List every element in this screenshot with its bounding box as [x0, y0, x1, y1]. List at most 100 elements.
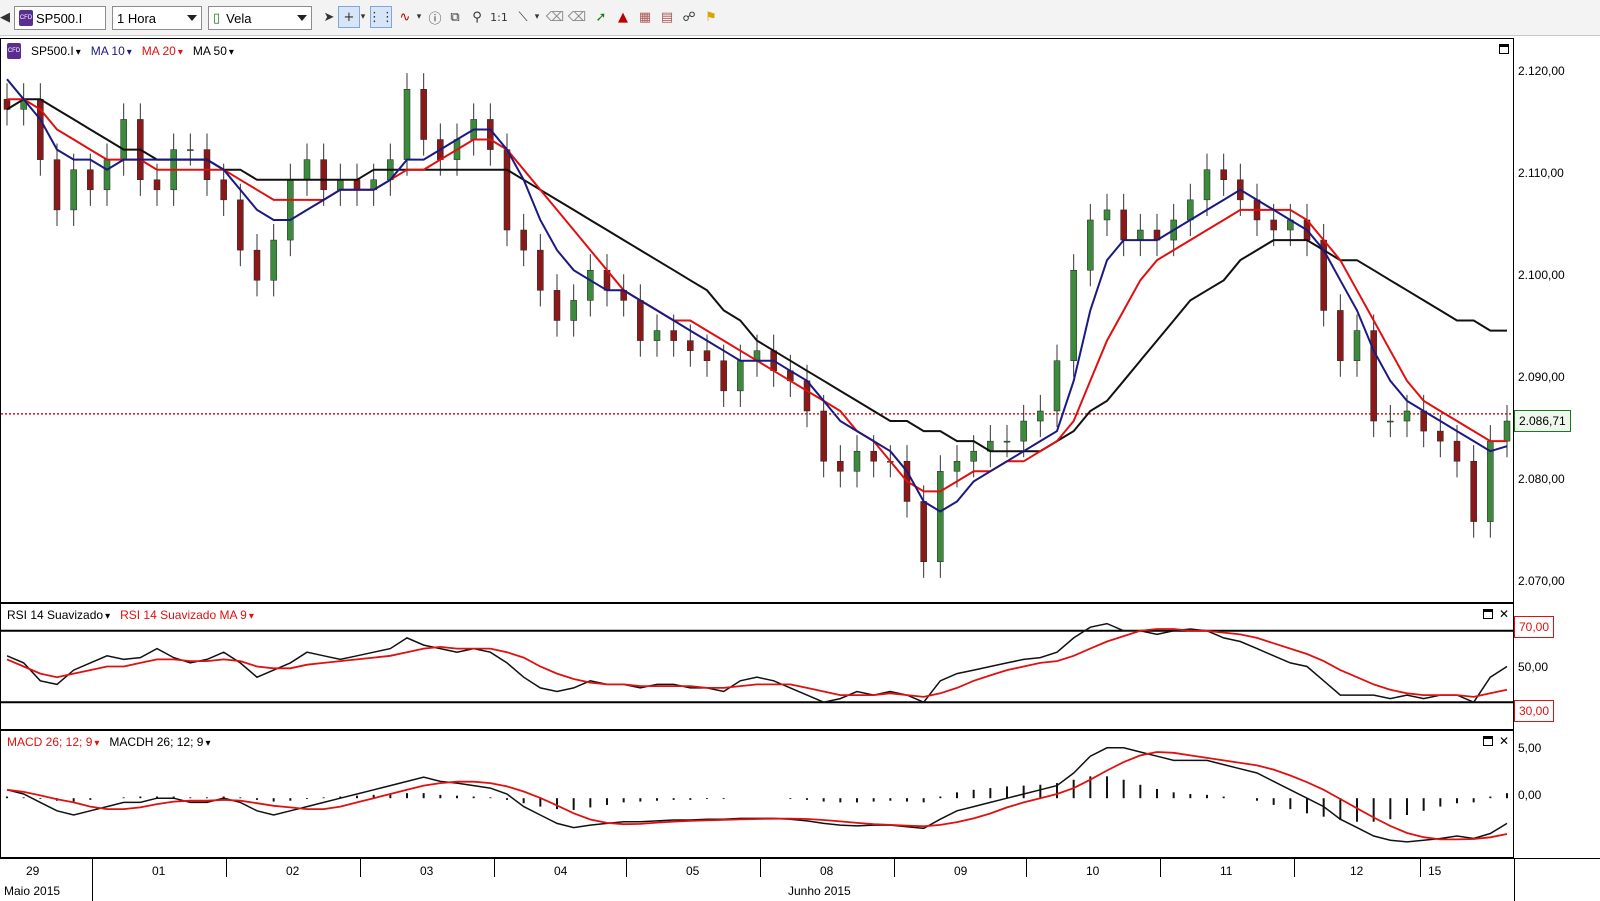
- indicators-icon[interactable]: ∿: [399, 9, 411, 25]
- line-tool-icon[interactable]: ⟍: [518, 9, 528, 25]
- price-axis-label: 2.080,00: [1518, 472, 1565, 486]
- date-label: 08: [820, 864, 834, 878]
- zoom-icon[interactable]: ⚲: [472, 9, 482, 25]
- candle-body: [220, 179, 227, 201]
- candle-body: [237, 199, 244, 251]
- date-label: 02: [286, 864, 300, 878]
- day-tick: [1294, 859, 1295, 877]
- current-price-label: 2.086,71: [1514, 410, 1571, 432]
- trend-arrow-icon[interactable]: ➚: [595, 9, 607, 25]
- candle-body: [937, 471, 944, 563]
- candle-body: [1187, 199, 1194, 221]
- maximize-icon[interactable]: [1499, 44, 1509, 54]
- maximize-icon[interactable]: [1482, 609, 1493, 619]
- eraser-all-icon[interactable]: ⌫: [567, 9, 587, 25]
- rsi-panel[interactable]: RSI 14 Suavizado RSI 14 Suavizado MA 9 ✕: [0, 603, 1514, 730]
- pointer-icon[interactable]: ➤: [323, 9, 335, 25]
- template-icon[interactable]: ▦: [638, 9, 652, 25]
- date-label: 04: [554, 864, 568, 878]
- candle-body: [870, 450, 877, 462]
- legend-symbol[interactable]: SP500.I: [31, 44, 81, 58]
- legend-macdh[interactable]: MACDH 26; 12; 9: [109, 735, 210, 749]
- maximize-icon[interactable]: [1482, 736, 1493, 746]
- chevron-down-icon: [297, 15, 307, 21]
- info-icon[interactable]: ⓘ: [428, 11, 442, 27]
- ma50-line: [6, 98, 1507, 453]
- candle-body: [337, 179, 344, 191]
- zoom-fit-icon[interactable]: ⧉: [450, 9, 460, 25]
- macd-legend: MACD 26; 12; 9 MACDH 26; 12; 9: [7, 735, 220, 749]
- rsi-chart: [1, 622, 1513, 704]
- macd-signal-line: [6, 751, 1508, 841]
- eraser-icon[interactable]: ⌫: [545, 9, 565, 25]
- candle-type-icon: ▯: [213, 10, 221, 26]
- date-label: 10: [1086, 864, 1100, 878]
- candle-body: [1353, 330, 1361, 361]
- price-axis: [1514, 38, 1600, 858]
- candle-body: [420, 89, 427, 140]
- candle-body: [1203, 169, 1211, 201]
- timeframe-value: 1 Hora: [117, 10, 157, 26]
- panel-window-buttons: ✕: [1482, 607, 1509, 621]
- line-dropdown-icon[interactable]: ▾: [534, 12, 540, 22]
- legend-rsi[interactable]: RSI 14 Suavizado: [7, 608, 110, 622]
- grid-icon[interactable]: ⋮⋮: [368, 6, 394, 28]
- close-icon[interactable]: ✕: [1498, 734, 1509, 748]
- day-tick: [1026, 859, 1027, 877]
- candle-body: [970, 450, 977, 462]
- rsi-line: [6, 622, 1508, 704]
- close-icon[interactable]: ✕: [1498, 607, 1509, 621]
- symbol-field[interactable]: CFD SP500.I: [14, 6, 106, 30]
- back-icon[interactable]: ◀: [0, 9, 10, 25]
- macd-chart: [6, 747, 1508, 843]
- indicators-dropdown-icon[interactable]: ▾: [416, 12, 422, 22]
- date-label: 12: [1350, 864, 1364, 878]
- candle-body: [1453, 440, 1461, 462]
- candle-body: [820, 410, 827, 462]
- candle-body: [120, 119, 127, 160]
- day-tick: [1420, 859, 1421, 877]
- legend-ma10[interactable]: MA 10: [91, 44, 132, 58]
- day-tick: [360, 859, 361, 877]
- crosshair-dropdown-icon[interactable]: ▾: [360, 12, 366, 22]
- macd-panel[interactable]: MACD 26; 12; 9 MACDH 26; 12; 9 ✕: [0, 730, 1514, 858]
- timeframe-select[interactable]: 1 Hora: [112, 6, 202, 30]
- price-chart-panel[interactable]: CFD SP500.I MA 10 MA 20 MA 50: [0, 38, 1514, 603]
- candle-body: [1337, 310, 1344, 361]
- paste-icon[interactable]: ▤: [660, 9, 674, 25]
- candle-body: [953, 461, 961, 472]
- candle-body: [503, 149, 511, 231]
- legend-ma50[interactable]: MA 50: [193, 44, 234, 58]
- candle-body: [1387, 420, 1394, 423]
- chart-type-value: Vela: [226, 10, 252, 26]
- candle-body: [270, 239, 277, 281]
- alert-bell-icon[interactable]: ⚑: [705, 9, 717, 25]
- ma20-line: [7, 98, 1507, 493]
- candle-body: [1437, 430, 1444, 442]
- candle-body: [537, 249, 544, 291]
- crosshair-icon[interactable]: +: [338, 6, 360, 28]
- candle-body: [1487, 440, 1494, 522]
- candle-body: [1270, 219, 1277, 231]
- chart-type-select[interactable]: ▯ Vela: [208, 6, 312, 30]
- date-label: 03: [420, 864, 434, 878]
- link-icon[interactable]: ☍: [682, 9, 696, 25]
- month-label: Maio 2015: [4, 884, 61, 898]
- candle-body: [287, 179, 294, 241]
- candle-body: [653, 330, 661, 341]
- candle-body: [1103, 209, 1111, 221]
- candle-body: [837, 461, 844, 472]
- legend-ma20[interactable]: MA 20: [142, 44, 183, 58]
- candle-body: [320, 159, 327, 191]
- toolbar: ◀ CFD SP500.I 1 Hora ▯ Vela ➤ + ▾ ⋮⋮ ∿ ▾…: [0, 0, 1600, 36]
- candle-body: [853, 450, 861, 472]
- candle-body: [353, 179, 361, 191]
- legend-rsi-ma[interactable]: RSI 14 Suavizado MA 9: [120, 608, 254, 622]
- zoom-reset-button[interactable]: 1:1: [490, 10, 508, 24]
- trade-icon[interactable]: ▲: [618, 9, 628, 25]
- cfd-icon: CFD: [19, 10, 33, 26]
- candle-body: [803, 380, 811, 412]
- legend-macd[interactable]: MACD 26; 12; 9: [7, 735, 99, 749]
- candle-body: [737, 360, 744, 392]
- candle-body: [1053, 360, 1061, 412]
